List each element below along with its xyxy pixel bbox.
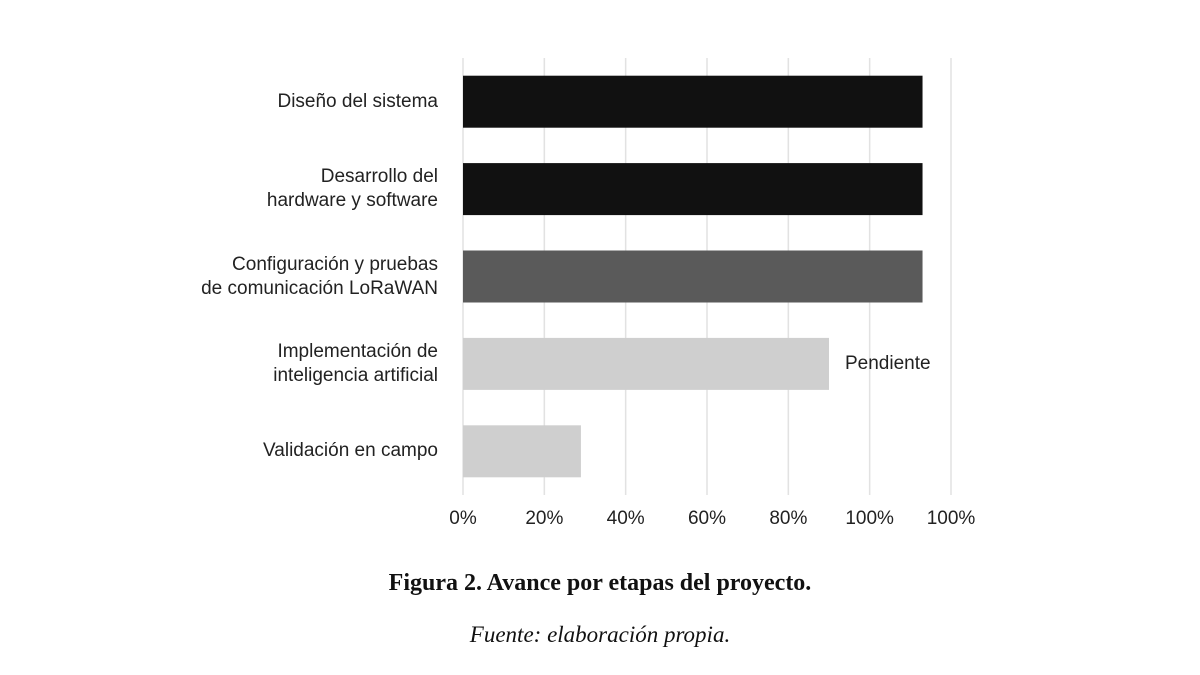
y-tick-label: Diseño del sistema (277, 90, 438, 112)
annotation: Pendiente (845, 353, 931, 374)
bar (463, 337, 829, 390)
x-tick-label: 40% (607, 508, 645, 529)
bar (463, 425, 581, 478)
x-tick-label: 0% (449, 508, 477, 529)
x-tick-label: 100% (845, 508, 894, 529)
x-tick-label: 20% (525, 508, 563, 529)
x-tick-label: 80% (769, 508, 807, 529)
bar (463, 75, 923, 128)
bar (463, 163, 923, 216)
bar (463, 250, 923, 303)
source: Fuente: elaboración propia. (469, 622, 731, 647)
x-tick-label: 100% (927, 508, 976, 529)
y-tick-label: Desarrollo del hardware y software (266, 166, 438, 212)
caption: Figura 2. Avance por etapas del proyecto… (388, 570, 812, 596)
y-tick-label: Configuración y pruebas de comunicación … (201, 253, 438, 299)
y-tick-label: Implementación de inteligencia artificia… (273, 340, 438, 386)
y-tick-label: Validación en campo (263, 440, 438, 462)
x-tick-label: 60% (688, 508, 726, 529)
